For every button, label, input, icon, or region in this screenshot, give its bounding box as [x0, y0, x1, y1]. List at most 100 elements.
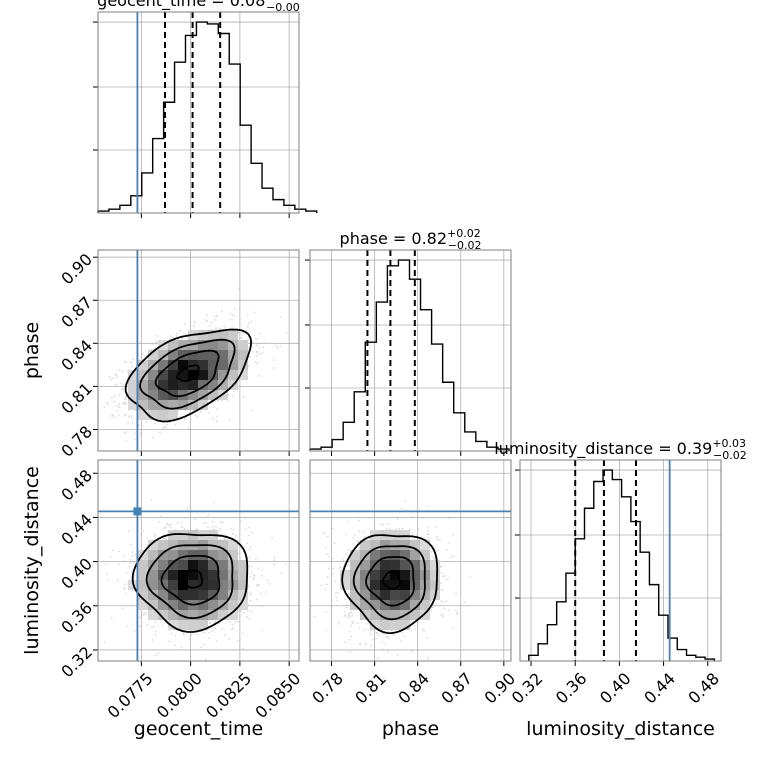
- sample-point: [426, 505, 429, 508]
- sample-point: [184, 417, 187, 420]
- sample-point: [268, 583, 271, 585]
- sample-point: [190, 634, 193, 637]
- sample-point: [452, 534, 455, 537]
- sample-point: [255, 337, 258, 340]
- sample-point: [139, 434, 142, 437]
- panel-frame: [97, 249, 300, 452]
- density-cell: [148, 370, 158, 380]
- sample-point: [200, 646, 202, 649]
- sample-point: [363, 628, 366, 631]
- sample-point: [117, 369, 120, 372]
- sample-point: [256, 350, 259, 353]
- contour-line: [180, 569, 204, 589]
- histogram-geocent_time: [97, 21, 318, 213]
- sample-point: [285, 331, 288, 334]
- sample-point: [347, 549, 350, 552]
- sample-point: [154, 654, 157, 657]
- density-cell: [138, 560, 148, 570]
- sample-point: [216, 408, 219, 410]
- density-cell: [178, 530, 188, 540]
- sample-point: [205, 522, 208, 525]
- sample-point: [427, 533, 429, 536]
- sample-point: [118, 406, 121, 409]
- sample-point: [174, 423, 177, 426]
- sample-point: [351, 622, 354, 624]
- sample-point: [127, 421, 129, 424]
- sample-point: [323, 532, 326, 535]
- sample-point: [164, 526, 167, 529]
- sample-point: [356, 539, 359, 542]
- sample-point: [248, 617, 251, 620]
- sample-point: [153, 422, 156, 425]
- sample-point: [250, 320, 252, 323]
- sample-point: [402, 635, 405, 637]
- sample-point: [435, 538, 438, 541]
- sample-point: [115, 373, 118, 376]
- sample-point: [346, 616, 349, 619]
- sample-point: [187, 427, 190, 429]
- density-cell: [238, 580, 248, 590]
- density-cell: [128, 390, 138, 400]
- sample-point: [122, 384, 125, 387]
- density-cell: [168, 570, 178, 580]
- sample-point: [203, 643, 206, 646]
- sample-point: [430, 609, 433, 612]
- sample-point: [249, 565, 252, 567]
- sample-point: [172, 454, 174, 456]
- sample-point: [123, 586, 126, 589]
- sample-point: [244, 517, 246, 520]
- sample-point: [326, 583, 329, 586]
- density-cell: [228, 540, 238, 550]
- density-cell: [208, 360, 218, 370]
- sample-point: [260, 592, 262, 595]
- sample-point: [242, 647, 245, 650]
- sample-point: [246, 609, 249, 612]
- sample-point: [251, 341, 254, 343]
- sample-point: [150, 499, 153, 502]
- sample-point: [331, 527, 334, 530]
- scatter-area: [103, 499, 287, 661]
- sample-point: [251, 351, 254, 353]
- density-cell: [238, 350, 248, 360]
- density-cell: [198, 570, 208, 580]
- sample-point: [365, 643, 367, 646]
- sample-point: [426, 636, 429, 639]
- scatter-panel-geocent_time-luminosity_distance: [93, 459, 300, 666]
- sample-point: [344, 598, 346, 601]
- sample-point: [334, 580, 337, 583]
- sample-point: [359, 642, 362, 645]
- contour-line: [175, 364, 200, 383]
- sample-point: [166, 523, 169, 526]
- sample-point: [427, 655, 430, 658]
- sample-point: [386, 522, 389, 525]
- sample-point: [240, 336, 243, 339]
- density-cell: [158, 350, 168, 360]
- sample-point: [130, 414, 133, 417]
- density-cell: [188, 400, 198, 410]
- density-cell: [138, 410, 148, 420]
- sample-point: [183, 634, 185, 637]
- density-cell: [158, 360, 168, 370]
- sample-point: [164, 538, 167, 541]
- sample-point: [260, 352, 263, 355]
- sample-point: [387, 635, 390, 638]
- sample-point: [337, 592, 340, 595]
- sample-point: [124, 414, 126, 417]
- sample-point: [175, 334, 178, 337]
- sample-point: [411, 650, 414, 653]
- sample-point: [377, 633, 380, 636]
- sample-point: [248, 556, 251, 559]
- density-cell: [158, 390, 168, 400]
- sample-point: [333, 542, 336, 544]
- sample-point: [248, 526, 250, 529]
- sample-point: [242, 396, 245, 399]
- sample-point: [214, 620, 217, 623]
- sample-point: [119, 382, 122, 385]
- sample-point: [219, 328, 222, 331]
- sample-point: [253, 574, 256, 577]
- sample-point: [342, 559, 345, 561]
- sample-point: [131, 365, 134, 368]
- sample-point: [125, 592, 127, 595]
- density-cell: [138, 390, 148, 400]
